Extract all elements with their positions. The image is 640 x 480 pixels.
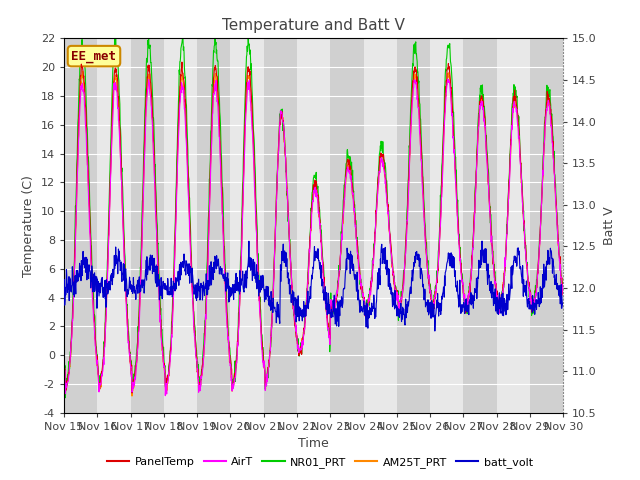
Bar	[330, 38, 364, 413]
Bar	[364, 38, 397, 413]
Bar	[297, 38, 330, 413]
Y-axis label: Batt V: Batt V	[602, 206, 616, 245]
Bar	[64, 38, 97, 413]
Legend: PanelTemp, AirT, NR01_PRT, AM25T_PRT, batt_volt: PanelTemp, AirT, NR01_PRT, AM25T_PRT, ba…	[102, 452, 538, 472]
Bar	[164, 38, 197, 413]
Bar	[430, 38, 463, 413]
Bar	[197, 38, 230, 413]
Text: EE_met: EE_met	[72, 49, 116, 62]
Bar	[97, 38, 131, 413]
X-axis label: Time: Time	[298, 437, 329, 450]
Bar	[264, 38, 297, 413]
Title: Temperature and Batt V: Temperature and Batt V	[222, 18, 405, 33]
Bar	[563, 38, 596, 413]
Bar	[497, 38, 530, 413]
Bar	[230, 38, 264, 413]
Bar	[397, 38, 430, 413]
Y-axis label: Temperature (C): Temperature (C)	[22, 175, 35, 276]
Bar	[463, 38, 497, 413]
Bar	[131, 38, 164, 413]
Bar	[530, 38, 563, 413]
